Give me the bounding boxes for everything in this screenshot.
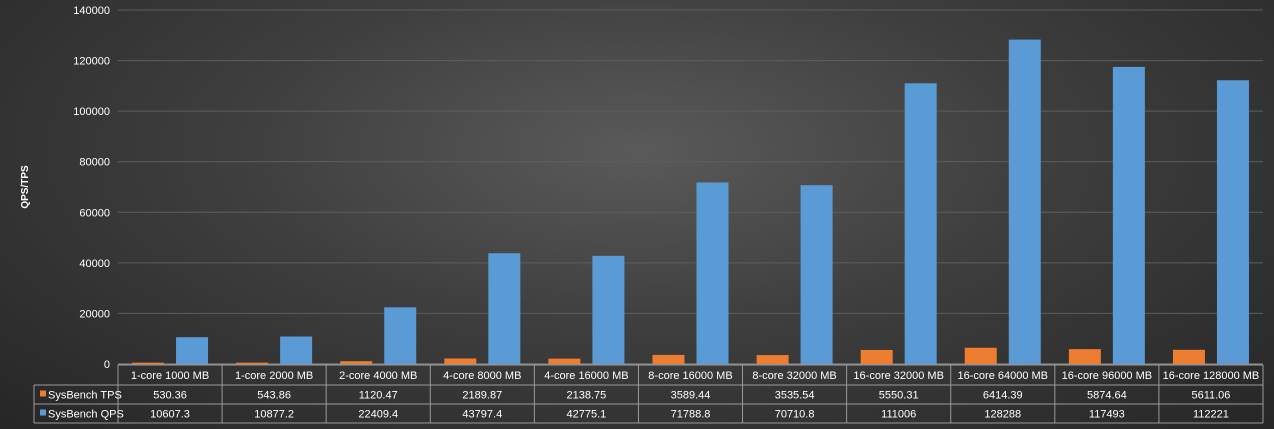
bars	[132, 39, 1249, 365]
x-category-label: 16-core 64000 MB	[958, 370, 1049, 382]
y-tick-label: 60000	[79, 207, 110, 219]
y-tick-label: 20000	[79, 308, 110, 320]
qps-bar	[176, 337, 209, 364]
y-axis-ticks: 0 20000 40000 60000 80000 100000 120000 140000	[73, 5, 110, 371]
x-category-label: 16-core 128000 MB	[1163, 370, 1260, 382]
tps-bar	[340, 361, 373, 364]
table-cell-value: 543.86	[257, 390, 291, 402]
qps-bar	[1008, 39, 1041, 365]
table-cell-value: 6414.39	[983, 390, 1023, 402]
qps-bar	[800, 185, 833, 364]
table-cell-value: 5550.31	[879, 390, 919, 402]
tps-bar	[652, 354, 685, 364]
table-cell-value: 111006	[881, 409, 916, 421]
table-cell-value: 112221	[1193, 409, 1229, 421]
tps-bar	[236, 362, 269, 364]
table-cell-value: 10607.3	[150, 409, 190, 421]
y-tick-label: 80000	[79, 157, 110, 169]
x-category-label: 16-core 32000 MB	[853, 370, 944, 382]
tps-bar	[756, 355, 789, 364]
gridlines	[118, 9, 1263, 365]
qps-bar	[1216, 80, 1249, 365]
y-tick-label: 0	[104, 359, 110, 371]
tps-bar	[860, 349, 893, 364]
x-category-label: 4-core 16000 MB	[544, 370, 628, 382]
y-tick-label: 120000	[73, 56, 110, 68]
table-cell-value: 42775.1	[567, 409, 607, 421]
qps-bar	[488, 253, 521, 364]
tps-bar	[1068, 349, 1101, 364]
x-category-label: 1-core 1000 MB	[131, 370, 209, 382]
y-tick-label: 140000	[73, 5, 110, 17]
tps-bar	[1172, 349, 1205, 364]
tps-bar	[132, 362, 165, 364]
table-cell-value: 10877.2	[254, 409, 294, 421]
x-category-label: 16-core 96000 MB	[1062, 370, 1153, 382]
tps-bar	[548, 358, 581, 364]
table-cell-value: 5611.06	[1191, 390, 1230, 402]
x-category-label: 8-core 32000 MB	[752, 370, 836, 382]
x-category-label: 8-core 16000 MB	[648, 370, 732, 382]
table-cell-value: 3535.54	[775, 390, 815, 402]
tps-bar	[964, 347, 997, 364]
table-cell-value: 22409.4	[358, 409, 398, 421]
table-cell-value: 71788.8	[671, 409, 711, 421]
x-category-label: 4-core 8000 MB	[443, 370, 521, 382]
table-cell-value: 117493	[1089, 409, 1125, 421]
legend-swatch	[40, 390, 46, 397]
table-cell-value: 1120.47	[359, 390, 398, 402]
table-cell-value: 70710.8	[775, 409, 815, 421]
table-cell-value: 43797.4	[462, 409, 502, 421]
legend-series-name: SysBench QPS	[48, 409, 124, 421]
legend-series-name: SysBench TPS	[48, 390, 122, 402]
qps-bar	[280, 336, 313, 364]
y-axis-label: QPS/TPS	[20, 165, 31, 209]
x-category-label: 2-core 4000 MB	[339, 370, 417, 382]
x-category-label: 1-core 2000 MB	[235, 370, 313, 382]
qps-bar	[384, 307, 417, 364]
qps-bar	[696, 182, 729, 364]
legend-swatch	[40, 409, 46, 416]
tps-bar	[444, 358, 477, 364]
y-tick-label: 40000	[79, 258, 110, 270]
data-table: 1-core 1000 MB 1-core 2000 MB 2-core 4000 …	[33, 364, 1264, 424]
table-cell-value: 2138.75	[567, 390, 607, 402]
table-cell-value: 2189.87	[462, 390, 502, 402]
qps-bar	[904, 83, 937, 364]
qps-bar	[592, 255, 625, 364]
table-cell-value: 5874.64	[1087, 390, 1127, 402]
table-cell-value: 530.36	[153, 390, 187, 402]
table-cell-value: 3589.44	[671, 390, 711, 402]
qps-bar	[1112, 66, 1145, 365]
y-tick-label: 100000	[73, 106, 110, 118]
table-cell-value: 128288	[984, 409, 1021, 421]
